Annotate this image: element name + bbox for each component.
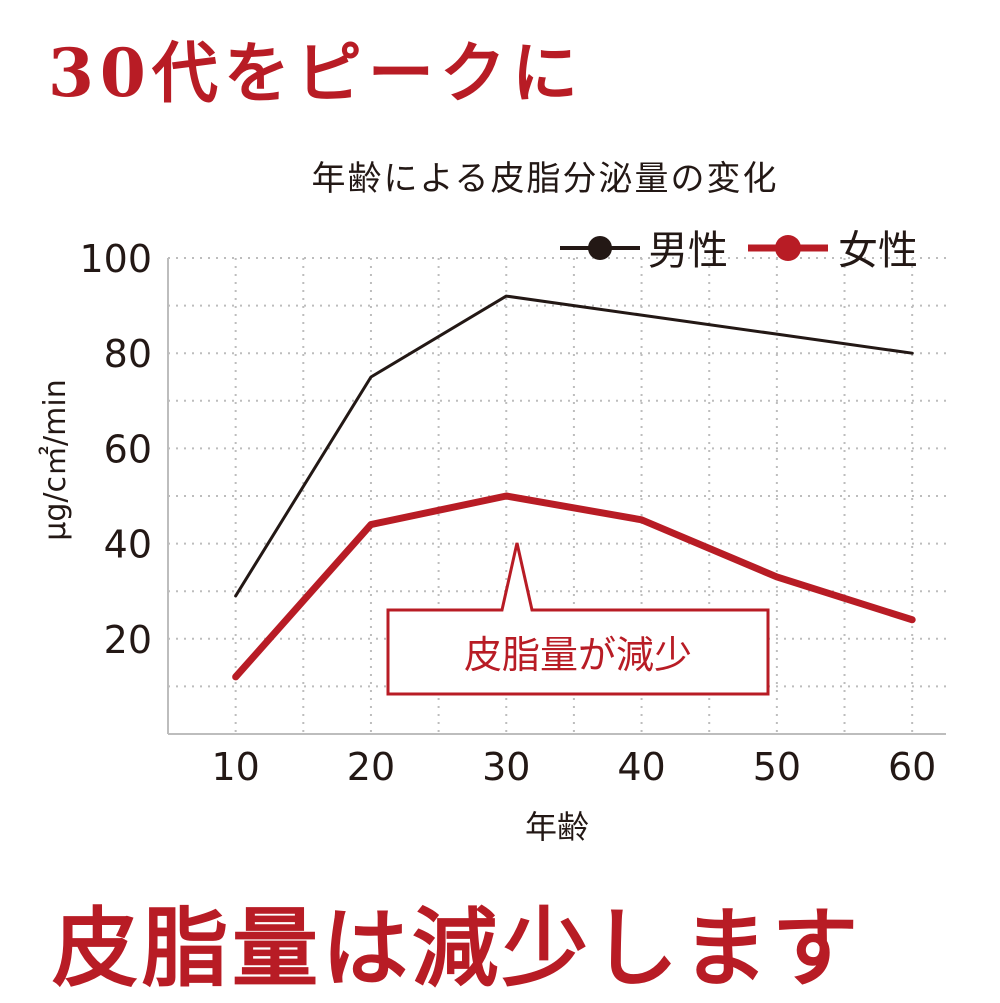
x-tick-labels: 10 20 30 40 50 60 (211, 745, 936, 789)
x-tick-label: 10 (211, 745, 259, 789)
x-tick-label: 30 (482, 745, 530, 789)
x-tick-label: 60 (888, 745, 936, 789)
legend-female-marker (775, 235, 801, 261)
annotation-text: 皮脂量が減少 (464, 633, 692, 677)
chart-title: 年齢による皮脂分泌量の変化 (312, 159, 779, 199)
legend-female-label: 女性 (838, 228, 918, 274)
headline-bottom: 皮脂量は減少します (52, 898, 862, 999)
y-tick-label: 20 (104, 618, 152, 662)
chart-grid (168, 257, 946, 734)
y-tick-label: 60 (104, 427, 152, 471)
legend-male-marker (588, 236, 612, 260)
x-axis-label: 年齢 (525, 808, 589, 846)
legend: 男性 女性 (560, 228, 918, 274)
y-tick-label: 100 (79, 237, 152, 281)
chart-series (232, 294, 916, 681)
y-axis-label: μg/c㎡/min (38, 379, 73, 540)
annotation-callout: 皮脂量が減少 (386, 542, 770, 696)
series-line-male (234, 294, 914, 598)
y-tick-label: 40 (104, 523, 152, 567)
annotation-box (386, 542, 770, 696)
headline-top: 30代をピークに (48, 34, 584, 112)
series-line-female (232, 492, 916, 681)
y-tick-label: 80 (104, 332, 152, 376)
x-tick-label: 20 (347, 745, 395, 789)
legend-male-label: 男性 (648, 228, 728, 274)
x-tick-label: 50 (753, 745, 801, 789)
y-tick-labels: 20 40 60 80 100 (79, 237, 152, 662)
x-tick-label: 40 (617, 745, 665, 789)
